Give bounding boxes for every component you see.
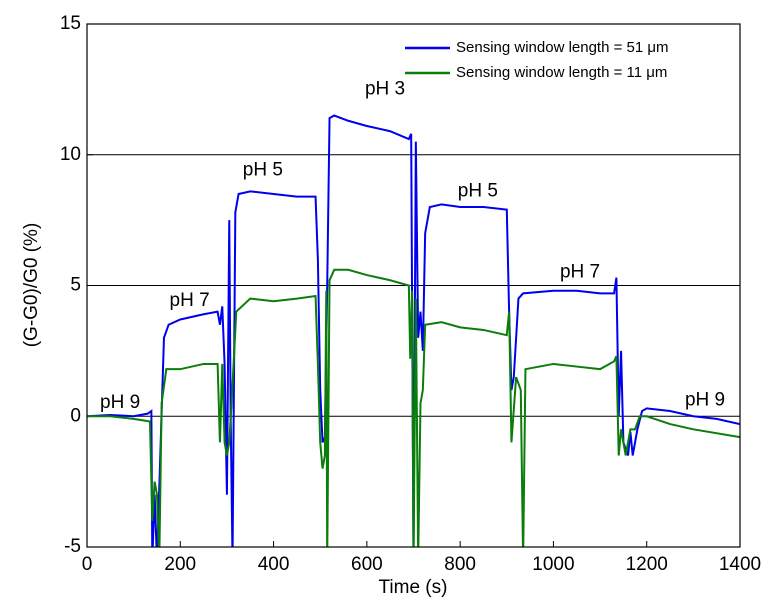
y-axis-label: (G-G0)/G0 (%) — [21, 223, 42, 348]
plot-frame — [86, 23, 741, 548]
y-tick-label: 0 — [70, 405, 81, 426]
y-tick-label: 15 — [60, 13, 81, 34]
x-tick-label: 800 — [444, 554, 476, 575]
annotation: pH 5 — [458, 180, 498, 201]
x-tick-label: 1000 — [532, 554, 574, 575]
x-tick-label: 600 — [351, 554, 383, 575]
x-tick-label: 400 — [258, 554, 290, 575]
y-tick-label: 10 — [60, 144, 81, 165]
x-tick-label: 1400 — [719, 554, 761, 575]
x-tick-label: 0 — [82, 554, 93, 575]
annotation: pH 3 — [365, 78, 405, 99]
annotation: pH 5 — [243, 159, 283, 180]
annotation: pH 7 — [560, 261, 600, 282]
series-line — [87, 268, 740, 547]
x-tick-label: 1200 — [626, 554, 668, 575]
y-tick-label: 5 — [70, 275, 81, 296]
legend-label: Sensing window length = 51 μm — [456, 39, 669, 56]
annotation: pH 9 — [685, 390, 725, 411]
annotation: pH 7 — [170, 290, 210, 311]
annotation: pH 9 — [100, 392, 140, 413]
y-tick-label: -5 — [64, 536, 81, 557]
legend-label: Sensing window length = 11 μm — [456, 64, 667, 81]
x-tick-label: 200 — [164, 554, 196, 575]
x-axis-label: Time (s) — [379, 577, 448, 598]
plot-lines — [87, 114, 740, 547]
